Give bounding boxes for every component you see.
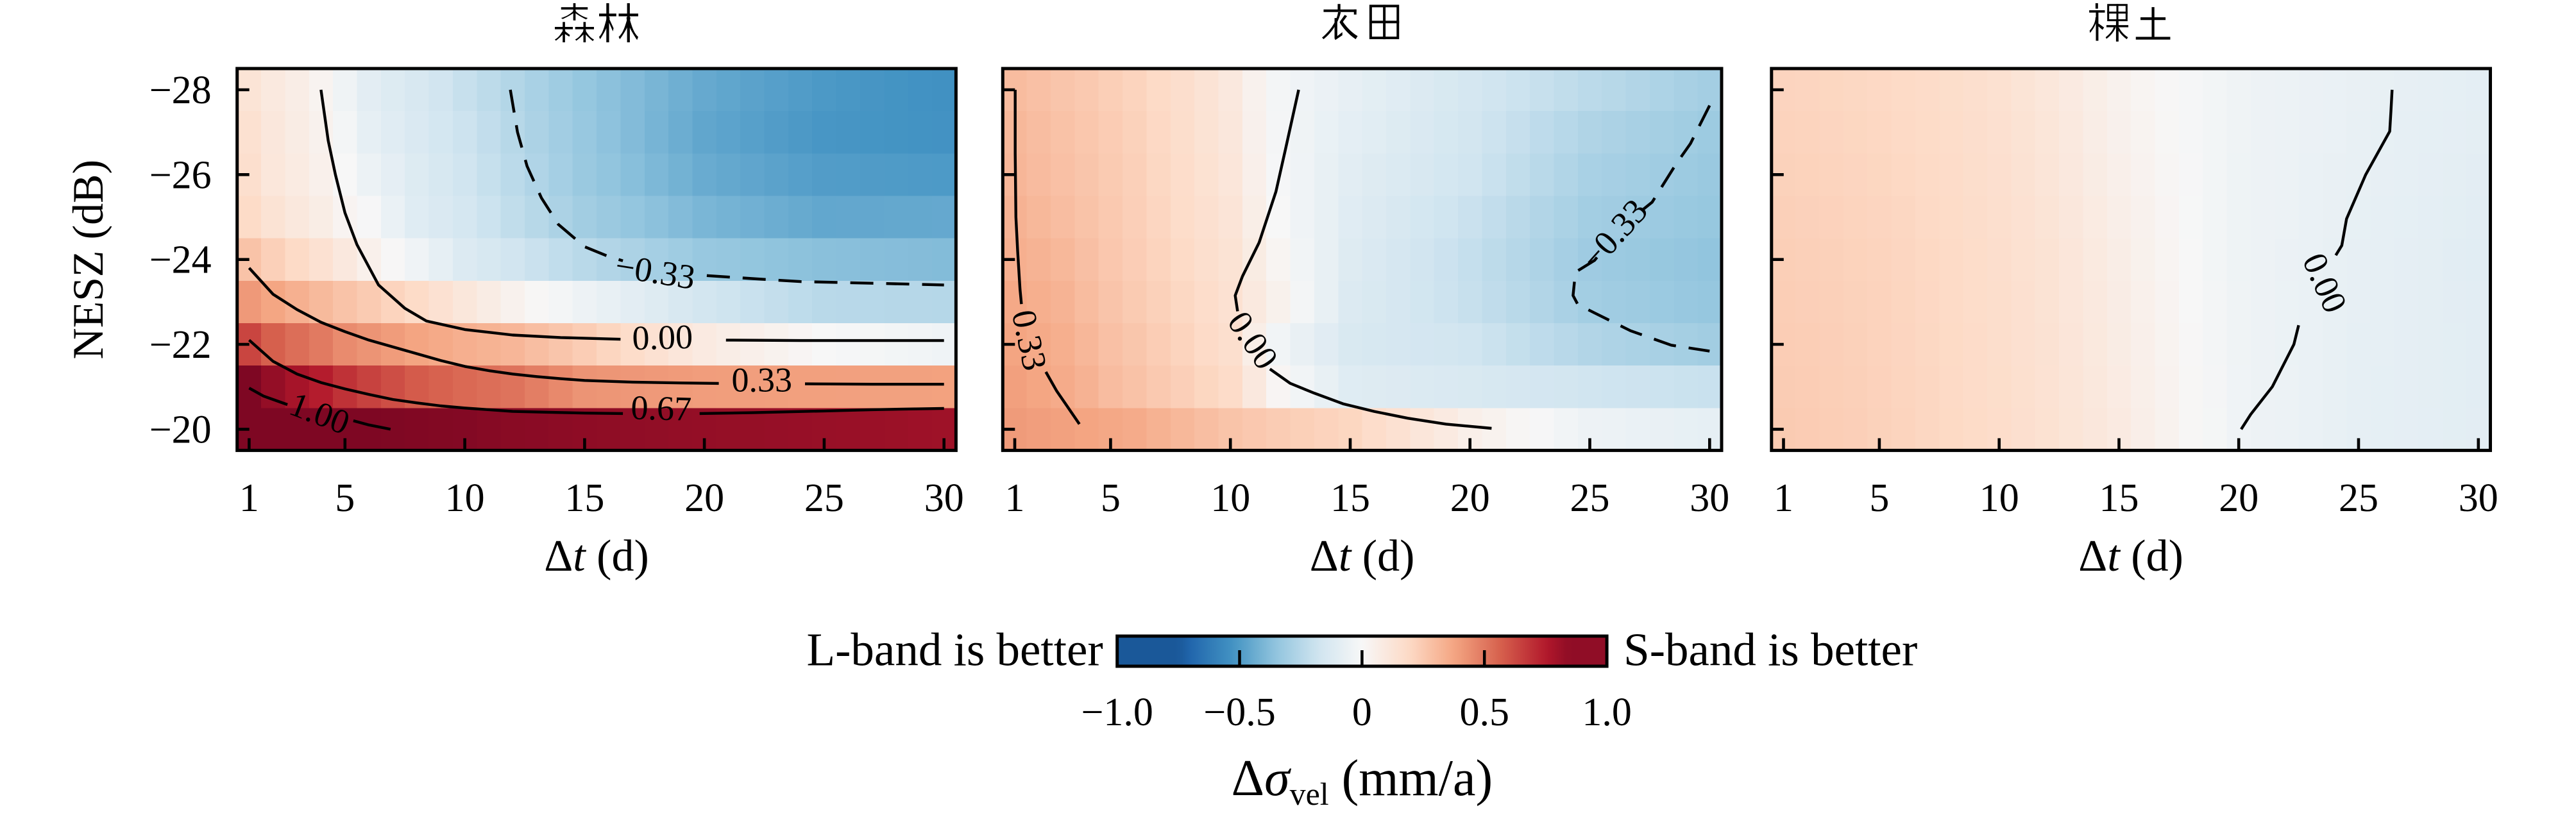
svg-text:1: 1 — [239, 476, 259, 520]
svg-text:Δt (d): Δt (d) — [1310, 532, 1415, 581]
svg-text:−20: −20 — [149, 408, 212, 451]
svg-text:0.67: 0.67 — [631, 388, 692, 428]
svg-text:NESZ (dB): NESZ (dB) — [64, 160, 112, 360]
svg-text:20: 20 — [1450, 476, 1490, 520]
svg-text:25: 25 — [1570, 476, 1610, 520]
svg-text:0: 0 — [1352, 691, 1372, 734]
svg-text:−24: −24 — [149, 239, 212, 282]
svg-text:15: 15 — [2099, 476, 2139, 520]
svg-text:30: 30 — [924, 476, 964, 520]
svg-text:0.5: 0.5 — [1459, 691, 1509, 734]
svg-text:Δσvel (mm/a): Δσvel (mm/a) — [1232, 750, 1493, 812]
svg-text:L-band is better: L-band is better — [807, 624, 1103, 676]
svg-text:−22: −22 — [149, 323, 212, 367]
svg-text:1.0: 1.0 — [1582, 691, 1632, 734]
svg-text:−1.0: −1.0 — [1081, 691, 1153, 734]
svg-text:−28: −28 — [149, 69, 212, 112]
svg-text:1: 1 — [1005, 476, 1025, 520]
svg-text:0.00: 0.00 — [632, 317, 693, 357]
svg-text:30: 30 — [1690, 476, 1729, 520]
svg-text:5: 5 — [1101, 476, 1121, 520]
svg-text:25: 25 — [2339, 476, 2378, 520]
svg-text:10: 10 — [1210, 476, 1250, 520]
svg-text:5: 5 — [1869, 476, 1889, 520]
svg-text:0.33: 0.33 — [732, 360, 793, 399]
svg-text:−26: −26 — [149, 153, 212, 197]
svg-text:Δt (d): Δt (d) — [2078, 532, 2183, 581]
svg-text:30: 30 — [2459, 476, 2498, 520]
svg-text:1: 1 — [1774, 476, 1793, 520]
svg-text:S-band is better: S-band is better — [1623, 624, 1917, 676]
svg-text:15: 15 — [564, 476, 604, 520]
svg-text:20: 20 — [684, 476, 724, 520]
svg-text:Δt (d): Δt (d) — [544, 532, 649, 581]
svg-text:10: 10 — [1979, 476, 2019, 520]
svg-text:20: 20 — [2219, 476, 2258, 520]
svg-text:5: 5 — [335, 476, 355, 520]
svg-text:−0.5: −0.5 — [1203, 691, 1275, 734]
svg-text:10: 10 — [445, 476, 485, 520]
svg-text:15: 15 — [1330, 476, 1370, 520]
svg-text:25: 25 — [804, 476, 844, 520]
